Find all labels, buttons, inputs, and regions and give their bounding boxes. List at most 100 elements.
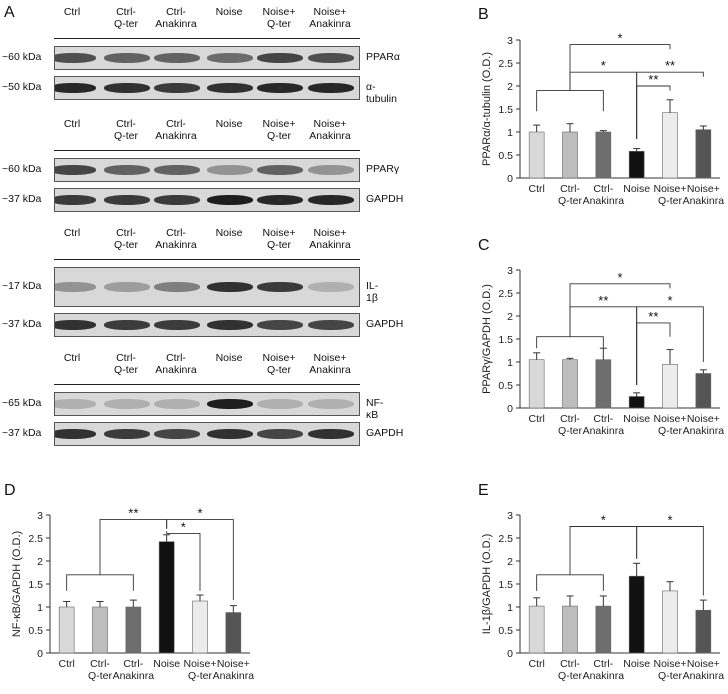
bar (628, 396, 645, 409)
lane-underline (54, 38, 360, 39)
x-tick-label: Ctrl- (593, 658, 613, 670)
lane-label: Noise (215, 6, 243, 18)
x-tick-label: Ctrl (528, 413, 544, 425)
y-tick-label: 0 (507, 403, 513, 415)
bar (158, 541, 175, 654)
protein-band (308, 282, 354, 292)
bar (595, 605, 612, 654)
significance-bracket (536, 90, 604, 112)
significance-star: * (601, 513, 606, 528)
bar (628, 151, 645, 179)
lane-label: Noise+ Anakinra (309, 227, 351, 251)
protein-band (207, 429, 253, 439)
lane-label: Ctrl- Q-ter (114, 118, 138, 142)
y-tick-label: 2 (507, 311, 513, 323)
lane-label: Ctrl (63, 118, 81, 130)
x-tick-label: Q-ter (188, 670, 212, 682)
bar (192, 600, 208, 654)
protein-band (104, 53, 150, 63)
y-tick-label: 1.5 (28, 579, 43, 591)
bar (595, 359, 612, 409)
lane-label: Ctrl- Anakinra (155, 352, 197, 376)
molecular-weight-label: ~65 kDa (2, 397, 42, 409)
protein-band (257, 53, 303, 63)
lane-label: Noise+ Anakinra (309, 118, 351, 142)
bar (662, 364, 678, 409)
blot-strip (54, 158, 360, 182)
x-tick-label: Anakinra (583, 670, 625, 682)
blot-group: Ctrl Ctrl- Q-ter Ctrl- Anakinra Noise Noise+… (2, 6, 400, 105)
significance-star: * (197, 506, 202, 521)
lane-underline (54, 259, 360, 260)
x-tick-label: Noise+ (217, 658, 250, 670)
protein-band (308, 83, 354, 93)
protein-band (154, 165, 200, 175)
significance-star: * (667, 293, 672, 308)
bar-chart-b: 0 0.5 1 1.5 2 2.5 3 PPARα/α-tubulin (O.D.) Ctrl C… (481, 31, 724, 207)
protein-band (55, 83, 96, 93)
protein-label: α-tubulin (366, 81, 397, 105)
protein-band (55, 195, 96, 205)
x-tick-label: Anakinra (683, 425, 725, 437)
lane-label: Ctrl- Q-ter (114, 352, 138, 376)
x-tick-label: Q-ter (658, 425, 682, 437)
bar (125, 606, 142, 654)
molecular-weight-label: ~37 kDa (2, 427, 42, 439)
protein-band (257, 195, 303, 205)
y-axis-label: PPARα/α-tubulin (O.D.) (481, 52, 493, 166)
lane-label: Noise+ Q-ter (262, 227, 296, 251)
protein-band (154, 53, 200, 63)
lane-label: Noise+ Q-ter (262, 118, 296, 142)
x-tick-label: Q-ter (88, 670, 112, 682)
lane-label: Ctrl- Q-ter (114, 6, 138, 30)
protein-band (308, 429, 354, 439)
significance-star: * (667, 513, 672, 528)
lane-label: Ctrl- Anakinra (155, 6, 197, 30)
y-tick-label: 2 (507, 556, 513, 568)
x-tick-label: Noise (153, 658, 180, 670)
lane-label: Noise (215, 118, 243, 130)
y-tick-label: 0 (507, 173, 513, 185)
y-tick-label: 2.5 (498, 58, 513, 70)
lane-label: Noise+ Anakinra (309, 6, 351, 30)
bar (562, 605, 578, 654)
y-tick-label: 0.5 (28, 625, 43, 637)
x-tick-label: Anakinra (683, 670, 725, 682)
protein-band (154, 83, 200, 93)
x-tick-label: Ctrl (58, 658, 74, 670)
protein-band (207, 195, 253, 205)
y-tick-label: 1.5 (498, 579, 513, 591)
protein-band (207, 320, 253, 330)
significance-bracket: ** (99, 506, 168, 575)
protein-band (257, 282, 303, 292)
x-tick-label: Ctrl- (560, 183, 580, 195)
significance-star: ** (648, 309, 658, 324)
blot-group: Ctrl Ctrl- Q-ter Ctrl- Anakinra Noise Noise+… (2, 352, 403, 446)
lane-label: Ctrl- Anakinra (155, 227, 197, 251)
protein-band (154, 429, 200, 439)
x-tick-label: Anakinra (113, 670, 155, 682)
y-tick-label: 2.5 (498, 288, 513, 300)
y-tick-label: 0 (507, 648, 513, 660)
lane-label: Ctrl (63, 352, 81, 364)
significance-bracket: * (166, 506, 234, 601)
protein-band (104, 429, 150, 439)
significance-bracket (66, 574, 134, 591)
protein-band (55, 282, 96, 292)
bar (695, 609, 712, 654)
protein-band (207, 53, 253, 63)
y-tick-label: 3 (507, 35, 513, 47)
protein-band (308, 399, 354, 409)
y-tick-label: 2 (37, 556, 43, 568)
bar (528, 605, 545, 654)
bar (662, 112, 678, 179)
significance-star: * (617, 31, 622, 46)
x-tick-label: Q-ter (558, 670, 582, 682)
lane-label: Ctrl- Q-ter (114, 227, 138, 251)
protein-band (257, 165, 303, 175)
x-tick-label: Noise (623, 658, 650, 670)
x-tick-label: Noise (623, 413, 650, 425)
significance-bracket (536, 336, 604, 349)
protein-label: PPARα (366, 51, 400, 63)
protein-band (55, 320, 96, 330)
